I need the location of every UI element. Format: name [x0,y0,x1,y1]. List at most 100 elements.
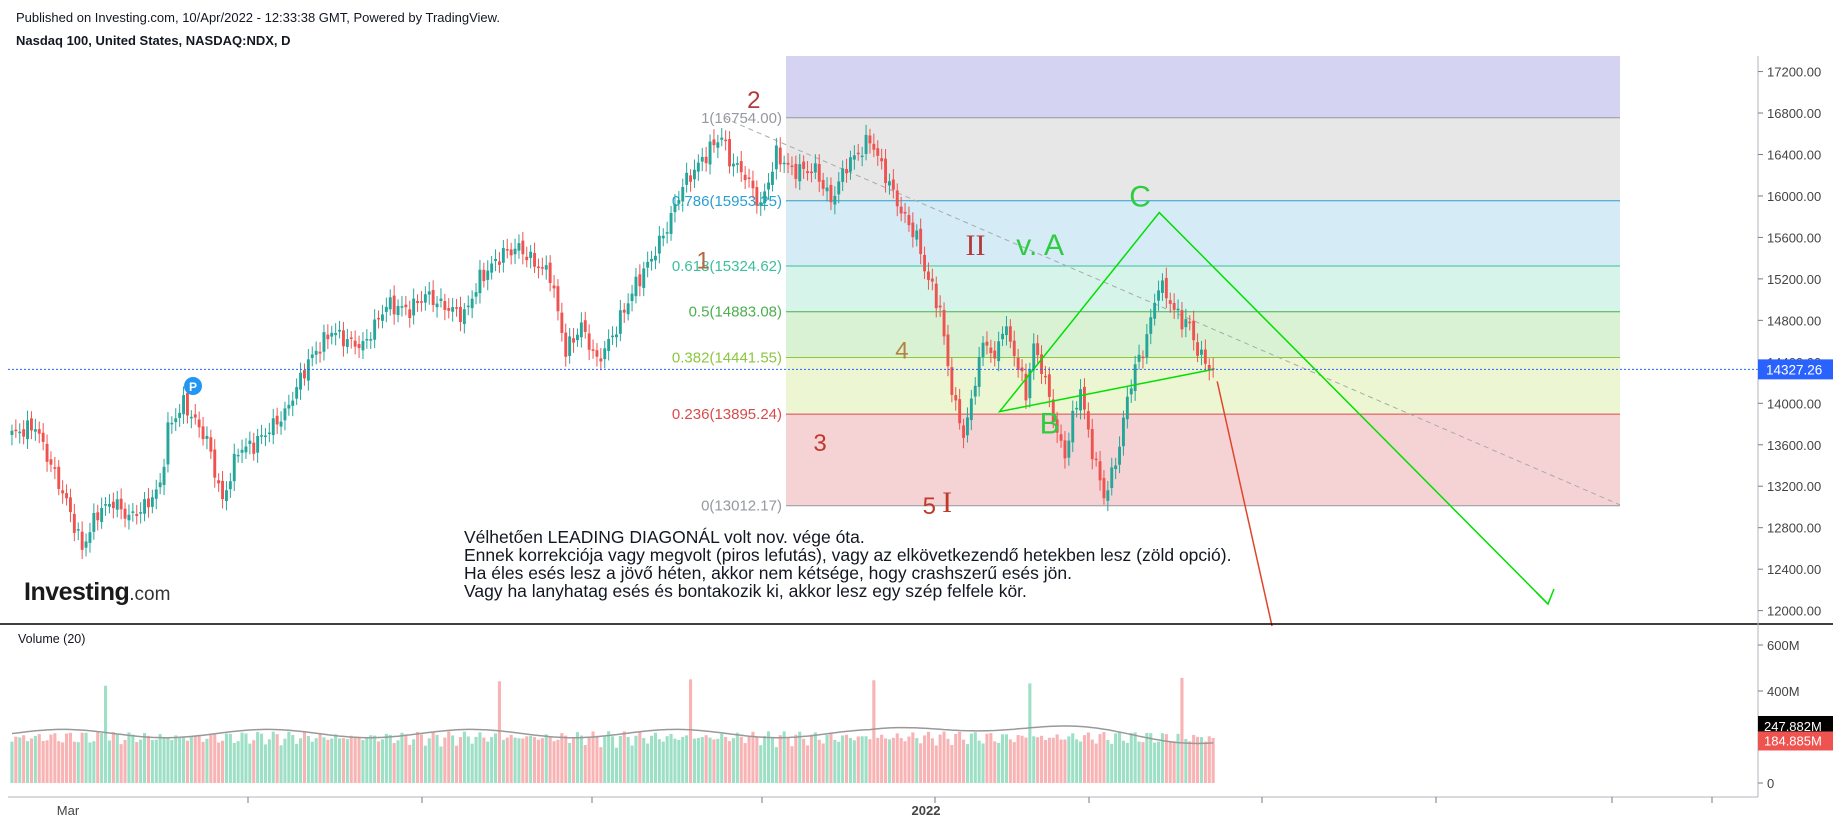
volume-bar [1203,741,1207,783]
candle-body [264,435,267,437]
candle-body [1036,343,1040,356]
candle-body [1075,407,1079,410]
candle-body [252,442,256,454]
volume-bar [923,735,927,783]
volume-bar [731,738,735,783]
wave-label: v. A [1016,229,1064,262]
candle-body [907,215,911,226]
candle-body [817,164,821,182]
candle-body [373,319,377,340]
volume-bar [178,737,182,783]
volume-bar [626,737,630,783]
volume-bar [930,738,934,783]
volume-bar [728,741,732,783]
volume-bar [989,733,993,783]
volume-bar [864,736,868,783]
volume-bar [1118,732,1122,783]
candle-body [127,514,131,521]
volume-bar [201,741,205,783]
volume-bar [946,738,950,783]
volume-bar [544,734,548,783]
candle-body [150,497,154,507]
candle-body [84,541,88,548]
candle-body [845,169,848,174]
volume-bar [665,736,669,783]
candle-body [966,417,969,436]
candle-body [420,301,423,303]
volume-bar [1192,734,1196,783]
candle-body [1001,333,1004,340]
volume-bar [1008,739,1012,783]
fib-level-label: 0.236(13895.24) [672,406,782,423]
candle-body [611,335,614,338]
price-tick-label: 13200.00 [1767,479,1821,494]
candle-body [193,414,197,418]
candle-body [303,370,306,379]
volume-bar [154,739,158,783]
candle-body [115,499,119,510]
candle-body [314,350,318,355]
published-info: Published on Investing.com, 10/Apr/2022 … [16,10,500,25]
volume-bar [1051,737,1055,783]
volume-bar [400,732,404,783]
volume-bar [911,732,915,783]
candle-body [295,387,299,399]
volume-bar [915,738,919,783]
candle-body [108,503,111,507]
candle-body [18,431,22,434]
candle-body [443,301,447,310]
candle-body [1083,386,1086,410]
volume-bar [384,733,388,783]
candle-body [786,162,790,165]
volume-bar [778,735,782,783]
volume-bar [646,743,650,783]
volume-bar [443,737,447,783]
volume-bar [96,732,100,783]
volume-bar [494,733,498,783]
candle-body [123,508,127,519]
volume-bar [833,739,837,783]
candle-body [435,303,439,308]
volume-bar [26,741,30,783]
price-tick-label: 16400.00 [1767,147,1821,162]
candle-body [104,504,107,506]
candle-body [860,155,864,158]
volume-tick-label: 600M [1767,638,1800,653]
candle-body [213,449,217,478]
candle-body [806,171,809,174]
candle-body [981,342,985,357]
fib-level-label: 0.786(15953.25) [672,193,782,210]
volume-bar [782,731,786,783]
volume-bar [310,741,314,783]
volume-bar [455,745,459,783]
candle-body [720,137,724,140]
volume-bar [365,737,369,783]
candle-body [895,190,899,207]
volume-bar [572,738,576,783]
candle-body [205,435,209,439]
candle-body [689,175,692,182]
candle-body [884,158,887,184]
volume-bar [1141,742,1145,783]
volume-bar [68,732,72,783]
volume-bar [431,731,435,783]
volume-bar [404,734,408,783]
candle-body [72,513,76,533]
volume-bar [392,743,396,783]
volume-bar [825,734,829,783]
candle-body [533,252,536,267]
volume-bar [100,733,104,783]
volume-bar [997,742,1001,783]
candle-body [478,269,482,294]
volume-ma-line [11,725,1214,745]
volume-bar [143,733,147,783]
candle-body [396,305,400,316]
candle-body [821,179,825,189]
candle-body [642,268,646,288]
candle-body [876,148,880,156]
candle-body [299,372,302,390]
volume-bar [681,736,685,783]
volume-bar [1137,741,1141,783]
volume-bar [1055,734,1059,783]
